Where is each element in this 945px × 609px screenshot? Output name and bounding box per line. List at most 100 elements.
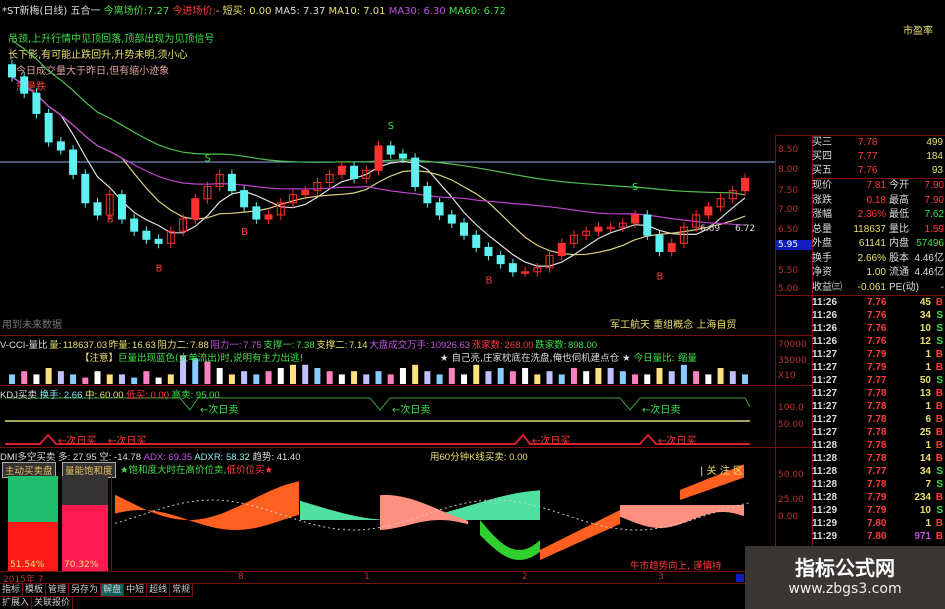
candle [423,186,432,204]
tick-time: 11:26 [812,310,838,321]
tick-time: 11:27 [812,427,838,438]
candle [154,238,163,244]
buy-signal: B [656,272,663,283]
tab-bar-2: 扩展入 关联报价 [0,597,74,609]
candle [521,271,530,274]
star-note-text: ★ 自己亮,庄家枕底在洗盘,俺也伺机建点仓 ★ [440,353,631,364]
tick-list[interactable]: 11:26 7.76 45 B 11:26 7.76 34 S 11:26 7.76 10 S 11:2… [812,296,945,543]
tab-expand[interactable]: 扩展入 [0,597,33,609]
stat-value: 4.46亿 [914,267,944,278]
tick-side: B [935,388,943,399]
tick-price: 7.76 [867,297,887,308]
next-buy-label: ←次日买 [58,436,97,447]
tick-time: 11:26 [812,323,838,334]
indicator-name: V-CCI-量比 [0,340,48,351]
buy-signal: B [485,276,492,287]
candle [337,165,346,175]
bar-1: 51.54% [8,476,58,571]
stat-label: 流通 [889,267,909,278]
tick-volume: 1 [925,518,931,529]
tick-row: 11:27 7.77 50 S [812,374,945,387]
tab-mid-short[interactable]: 中短 [124,584,148,596]
resistance-2: 阻力二: 7.88 [157,340,209,351]
tick-volume: 50 [919,375,931,386]
volume-bar [204,361,211,384]
stat-row: 总量 118637 量比 1.59 [812,223,945,238]
volume-bar [106,374,113,384]
stat-value: 0.18 [866,194,886,206]
price-tick: 7.00 [778,205,799,215]
adx-value: ADX: 69.35 [143,452,193,463]
tab-manage[interactable]: 管理 [46,584,70,596]
price-tick: 5.50 [778,266,799,276]
low-buy: 低买: 0.00 [126,390,169,401]
bid-label: 买三 [812,137,832,148]
tick-side: S [936,505,943,516]
hint-red: 低价位买★ [226,465,274,476]
date-tick: 8 [238,572,244,582]
volume-bar [277,368,284,384]
mid-value: 中: 60.00 [85,390,124,401]
tick-price: 7.77 [867,375,887,386]
tab-indicator[interactable]: 指标 [0,584,24,596]
bid-row: 买三 7.78 499 [812,136,945,150]
watermark-url: www.zbgs3.com [788,581,902,597]
kline-chart[interactable]: B B S B S B S B [0,0,775,583]
ma30-value: MA30: 6.30 [388,6,446,17]
volume-bar [607,368,614,384]
tick-volume: 10 [919,505,931,516]
ma5-value: MA5: 7.37 [274,6,326,17]
volume-bar [33,374,40,384]
tab-super-line[interactable]: 超线 [147,584,171,596]
stat-value: 2.66% [857,252,886,264]
volume-bar [412,364,419,384]
tab-save-as[interactable]: 另存为 [69,584,102,596]
volume-bar [143,371,150,384]
candle [240,190,249,208]
candle [692,214,701,228]
resistance-1: 阻力一: 7.75 [210,340,262,351]
tick-row: 11:27 7.78 6 B [812,413,945,426]
next-buy-label: ←次日买 [108,436,147,447]
volume-bar [326,371,333,384]
volume-bar [363,374,370,384]
tick-volume: 25 [919,427,931,438]
volume-bar [70,374,77,384]
candle [667,242,676,253]
candle [447,214,456,224]
volume-bar [180,355,187,384]
scroll-handle[interactable] [736,574,744,582]
tab-related-quote[interactable]: 关联报价 [32,597,74,609]
stat-row: 收益㈢ -0.061 PE(动) - [812,281,945,296]
tick-price: 7.79 [867,362,887,373]
ma10-value: MA10: 7.01 [328,6,386,17]
tick-side: S [936,323,943,334]
stat-value: 7.90 [924,194,944,206]
tick-side: S [936,466,943,477]
ma10-line [11,76,746,256]
candle [557,242,566,257]
stat-value: 2.36% [857,209,886,220]
tab-analysis[interactable]: 解盘 [101,584,125,596]
volume-bar [253,374,260,384]
tab-regular[interactable]: 常规 [170,584,194,596]
short-value: 空: -14.78 [99,452,141,463]
stat-label: 外盘 [812,238,832,249]
price-tick: 6.50 [778,225,799,235]
price-tick: 7.50 [778,186,799,196]
focus-zone: | 关 注 区 [700,466,743,477]
stat-value: 57496 [916,238,944,249]
dmi-tick: 0.00 [778,512,799,522]
tick-volume: 1 [925,440,931,451]
vol-tick: 70000 [778,340,807,350]
candle [166,230,175,244]
tick-row: 11:26 7.76 34 S [812,309,945,322]
volume-bar [338,374,345,384]
tick-time: 11:28 [812,492,838,503]
tick-side: B [935,297,943,308]
candle [496,255,505,265]
tab-template[interactable]: 模板 [23,584,47,596]
adxr-value: ADXR: 58.32 [194,452,250,463]
tick-row: 11:28 7.78 1 B [812,439,945,452]
m60-value: 用60分钟K线买卖: 0.00 [430,452,528,463]
